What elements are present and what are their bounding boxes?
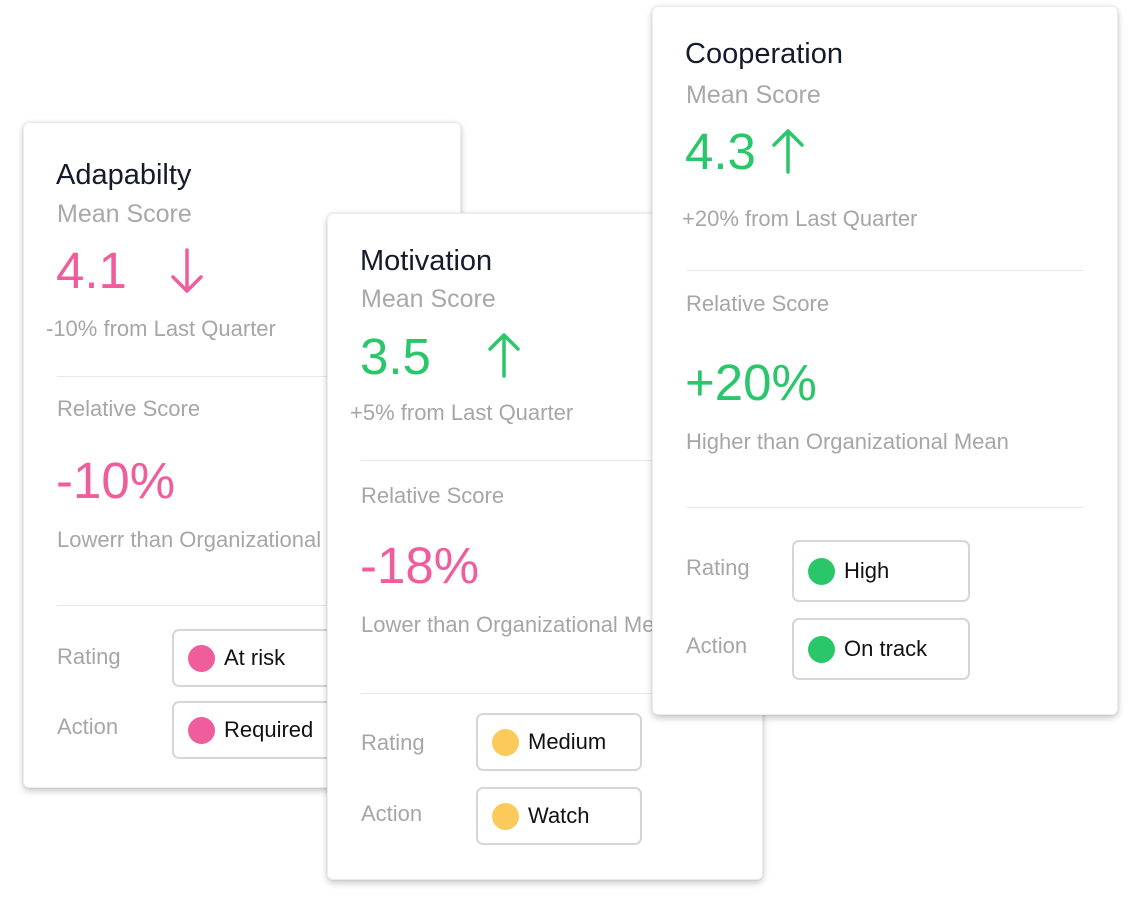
rating-label: Rating xyxy=(57,644,121,669)
rating-badge[interactable]: High xyxy=(792,540,970,602)
action-label: Action xyxy=(361,801,423,826)
divider xyxy=(361,693,761,694)
relative-score-desc: Higher than Organizational Mean xyxy=(686,429,1009,454)
mean-score-value: 3.5 xyxy=(360,328,431,385)
mean-score-value: 4.1 xyxy=(56,242,127,299)
status-dot-icon xyxy=(188,644,215,672)
relative-score-label: Relative Score xyxy=(686,291,830,316)
relative-score-desc: Lower than Organizational Mean xyxy=(361,612,679,637)
rating-badge[interactable]: At risk xyxy=(172,629,352,687)
arrow-up-icon xyxy=(772,129,804,174)
rating-badge-label: At risk xyxy=(224,645,286,670)
card-subtitle: Mean Score xyxy=(57,200,192,228)
status-dot-icon xyxy=(492,802,519,830)
relative-score-value: +20% xyxy=(685,354,817,411)
relative-score-value: -18% xyxy=(360,537,480,594)
action-label: Action xyxy=(57,714,119,739)
arrow-up-icon xyxy=(488,333,520,378)
status-dot-icon xyxy=(188,716,215,744)
arrow-down-icon xyxy=(171,248,203,293)
rating-label: Rating xyxy=(361,730,425,755)
status-dot-icon xyxy=(808,557,835,585)
status-dot-icon xyxy=(808,635,835,663)
card-title: Motivation xyxy=(360,245,493,277)
divider xyxy=(686,270,1083,271)
change-note: +20% from Last Quarter xyxy=(682,206,918,231)
relative-score-label: Relative Score xyxy=(361,483,505,508)
rating-badge-label: Medium xyxy=(528,729,607,754)
action-badge-label: On track xyxy=(844,636,928,661)
action-badge[interactable]: Required xyxy=(172,701,352,759)
action-badge-label: Watch xyxy=(528,803,590,828)
card-subtitle: Mean Score xyxy=(361,285,496,313)
card-title: Adapabilty xyxy=(56,159,192,191)
divider xyxy=(57,376,457,377)
divider xyxy=(57,605,457,606)
action-label: Action xyxy=(686,633,748,658)
rating-label: Rating xyxy=(686,555,750,580)
rating-badge[interactable]: Medium xyxy=(476,713,642,771)
change-note: -10% from Last Quarter xyxy=(46,316,276,341)
card-subtitle: Mean Score xyxy=(686,81,821,109)
action-badge[interactable]: On track xyxy=(792,618,970,680)
divider xyxy=(361,460,761,461)
rating-badge-label: High xyxy=(844,558,890,583)
change-note: +5% from Last Quarter xyxy=(350,400,574,425)
mean-score-value: 4.3 xyxy=(685,123,756,180)
divider xyxy=(686,507,1083,508)
status-dot-icon xyxy=(492,728,519,756)
action-badge-label: Required xyxy=(224,717,314,742)
card-title: Cooperation xyxy=(685,38,843,70)
action-badge[interactable]: Watch xyxy=(476,787,642,845)
score-card-cooperation: Cooperation Mean Score 4.3 +20% from Las… xyxy=(652,6,1118,715)
relative-score-label: Relative Score xyxy=(57,396,201,421)
relative-score-value: -10% xyxy=(56,452,176,509)
